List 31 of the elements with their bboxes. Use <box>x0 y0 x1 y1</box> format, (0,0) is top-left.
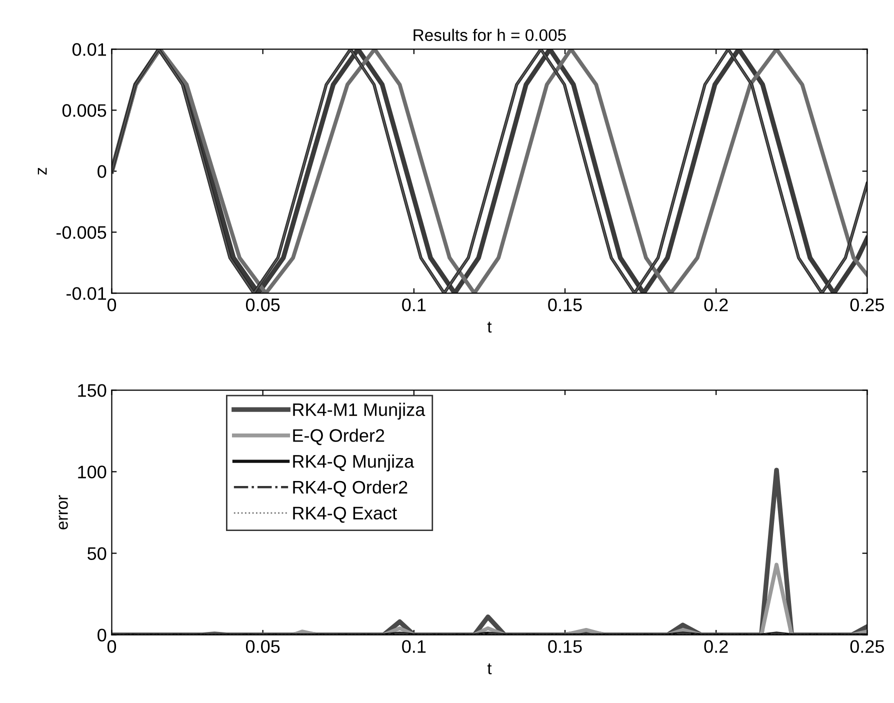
x-tick-label: 0 <box>107 298 116 312</box>
x-tick-label: 0.25 <box>850 640 884 653</box>
y-axis-title: error <box>58 495 68 530</box>
y-tick-label: 100 <box>78 466 106 478</box>
y-tick-label: -0.01 <box>66 287 106 300</box>
x-axis-title: t <box>487 322 492 333</box>
y-tick-label: 0.01 <box>72 43 106 56</box>
x-tick-label: 0.2 <box>704 640 728 653</box>
y-tick-label: 50 <box>88 547 106 560</box>
y-tick-label: 0.005 <box>62 104 106 117</box>
y-tick-label: 0 <box>98 165 106 178</box>
x-tick-label: 0.1 <box>402 298 426 312</box>
x-tick-label: 0.05 <box>246 298 280 312</box>
legend-label: RK4-M1 Munjiza <box>293 402 426 420</box>
x-tick-label: 0 <box>107 640 116 653</box>
x-tick-label: 0.05 <box>246 640 280 653</box>
y-axis-title: z <box>38 168 47 175</box>
y-tick-label: 150 <box>78 384 106 397</box>
x-tick-label: 0.1 <box>402 640 426 653</box>
legend-label: RK4-Q Order2 <box>293 480 408 497</box>
y-tick-label: 0 <box>98 628 106 642</box>
x-axis-title: t <box>487 663 492 674</box>
x-tick-label: 0.15 <box>548 640 582 653</box>
x-tick-label: 0.2 <box>704 298 728 312</box>
x-tick-label: 0.25 <box>850 298 884 312</box>
legend-label: RK4-Q Exact <box>293 506 397 523</box>
x-tick-label: 0.15 <box>548 298 582 312</box>
chart-title: Results for h = 0.005 <box>414 28 566 42</box>
legend-label: E-Q Order2 <box>293 428 384 446</box>
legend-label: RK4-Q Munjiza <box>293 454 414 472</box>
y-tick-label: -0.005 <box>56 226 106 239</box>
